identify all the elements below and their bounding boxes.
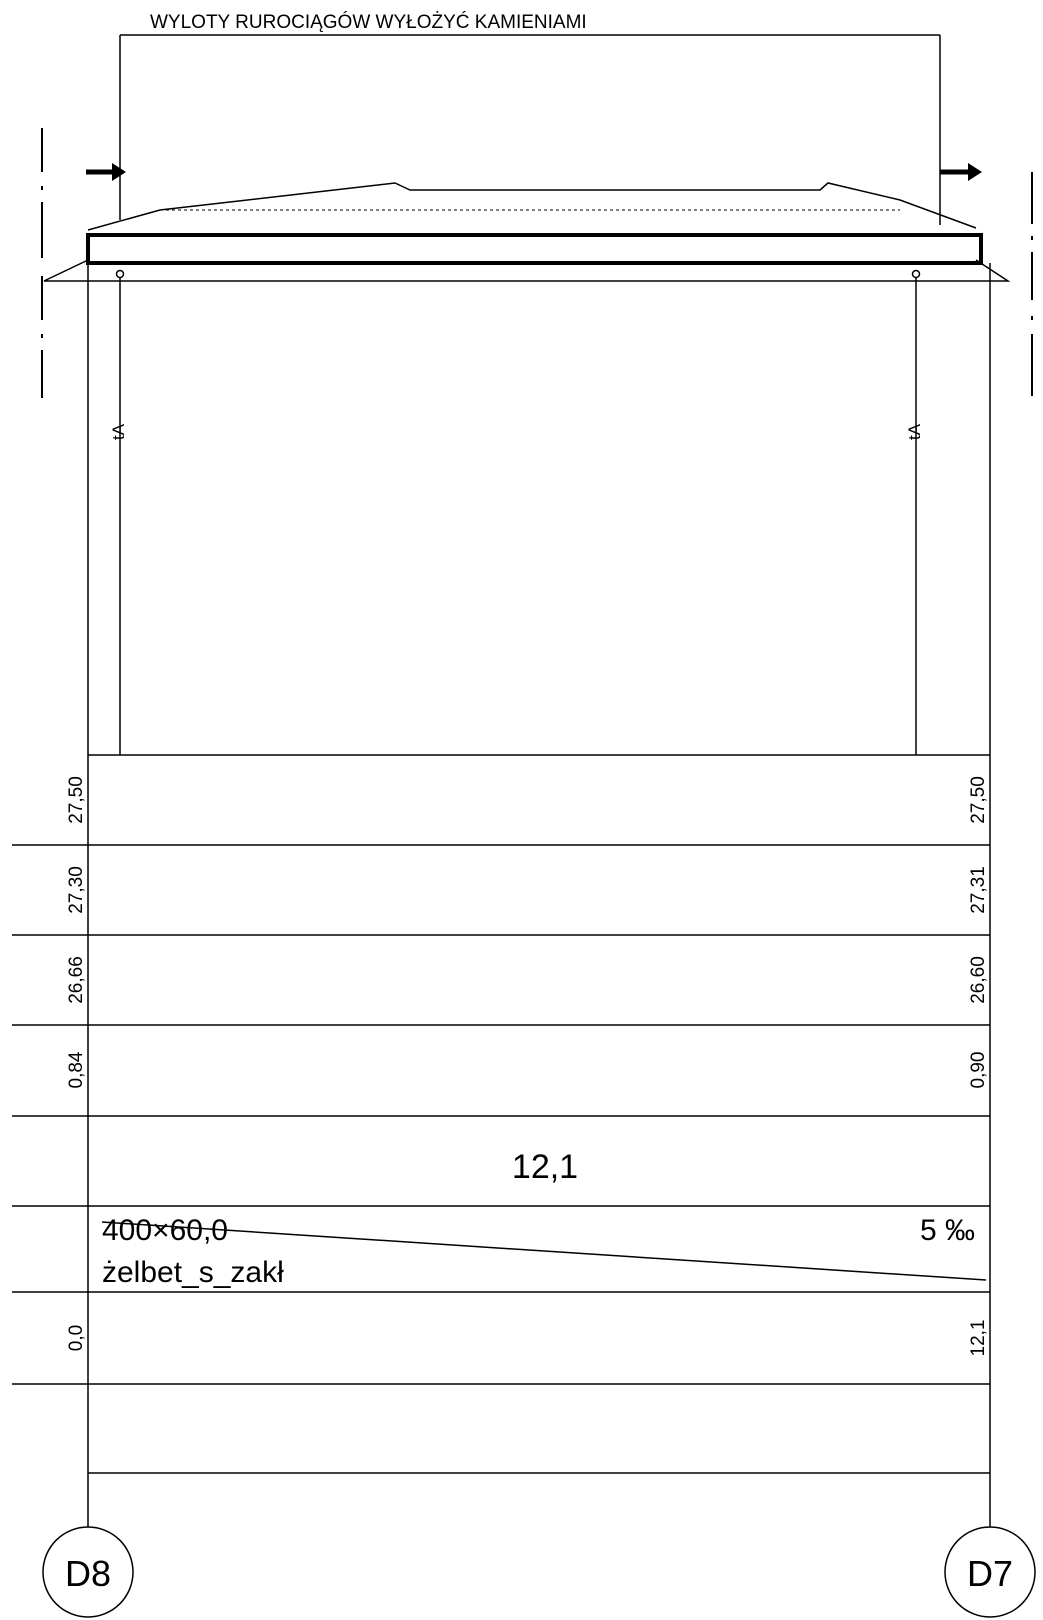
- row2-left-value: 27,30: [66, 866, 87, 914]
- section-length: 12,1: [512, 1148, 578, 1186]
- outlet-marker-right: [911, 269, 921, 279]
- section-marker-right: tA: [905, 423, 924, 440]
- outlet-slope-left: [43, 259, 1011, 282]
- row3-left-value: 26,66: [66, 956, 87, 1004]
- row2-right-value: 27,31: [968, 866, 989, 914]
- row4-left-value: 0,84: [66, 1051, 87, 1088]
- node-label-left: D8: [65, 1553, 111, 1594]
- pipe-material: żelbet_s_zakł: [102, 1256, 284, 1289]
- station-right: 12,1: [968, 1320, 989, 1357]
- pipe-body: [86, 233, 983, 265]
- section-marker-left: tA: [109, 423, 128, 440]
- row4-right-value: 0,90: [968, 1052, 989, 1089]
- inflow-arrow-icon: [86, 163, 126, 181]
- pipe-slope: 5 ‰: [920, 1214, 975, 1247]
- row3-right-value: 26,60: [968, 956, 989, 1004]
- node-label-right: D7: [967, 1553, 1013, 1594]
- outflow-arrow-icon: [940, 163, 982, 181]
- station-left: 0,0: [66, 1325, 87, 1351]
- row1-right-value: 27,50: [968, 776, 989, 824]
- outlet-note: WYLOTY RUROCIĄGÓW WYŁOŻYĆ KAMIENIAMI: [150, 11, 587, 33]
- pipe-size: 400×60,0: [102, 1214, 228, 1247]
- outlet-marker-left: [115, 269, 125, 279]
- slope-line: [101, 1221, 987, 1281]
- row1-left-value: 27,50: [66, 776, 87, 824]
- ground-profile: [87, 182, 977, 231]
